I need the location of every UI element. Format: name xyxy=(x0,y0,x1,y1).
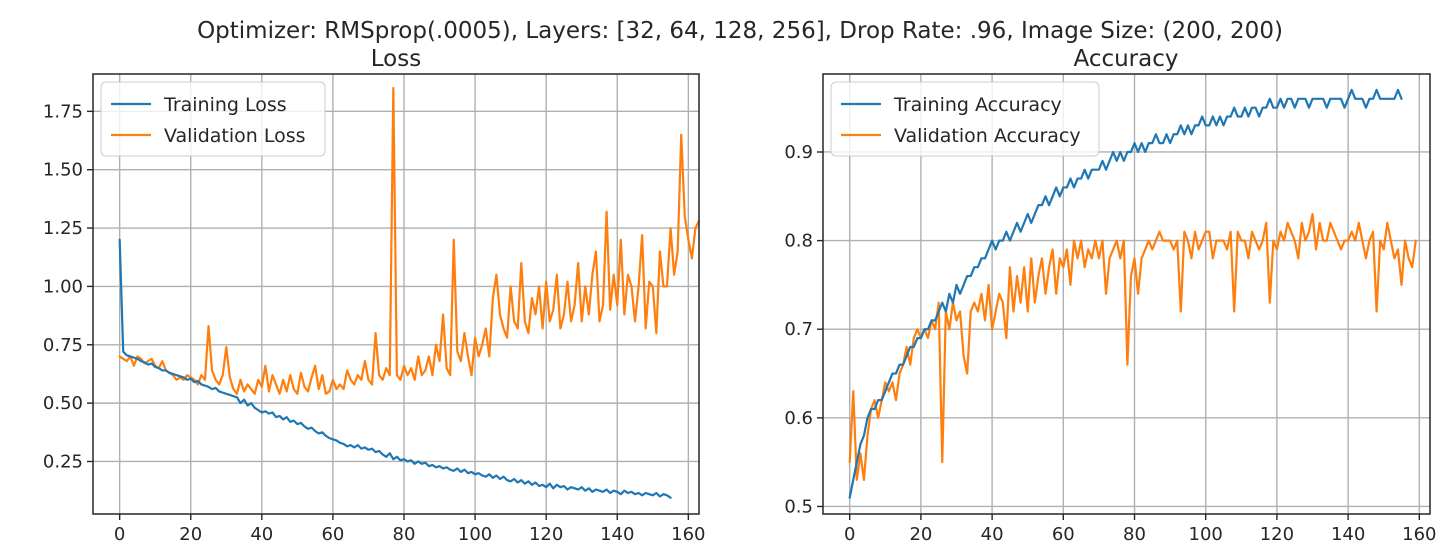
accuracy-training-line xyxy=(848,88,1403,499)
loss-x-tick-label: 120 xyxy=(529,524,563,545)
loss-validation-line xyxy=(118,86,701,395)
accuracy-x-tick-label: 140 xyxy=(1331,524,1365,545)
loss-y-tick-label: 1.50 xyxy=(43,160,83,181)
loss-legend: Training Loss Validation Loss xyxy=(100,81,326,157)
accuracy-series-group xyxy=(848,88,1417,499)
loss-y-tick-label: 0.75 xyxy=(43,335,83,356)
loss-series-group xyxy=(118,86,701,499)
accuracy-legend-box xyxy=(830,81,1100,157)
accuracy-legend-validation-label: Validation Accuracy xyxy=(894,125,1081,147)
loss-legend-validation-label: Validation Loss xyxy=(164,125,306,147)
accuracy-legend-training-label: Training Accuracy xyxy=(893,94,1062,116)
loss-x-tick-label: 0 xyxy=(114,524,125,545)
loss-y-tick-label: 1.00 xyxy=(43,276,83,297)
loss-plot-frame xyxy=(92,73,700,515)
accuracy-x-tick-label: 40 xyxy=(981,524,1004,545)
accuracy-validation-line xyxy=(848,212,1417,481)
loss-x-tick-label: 60 xyxy=(321,524,344,545)
figure-suptitle: Optimizer: RMSprop(.0005), Layers: [32, … xyxy=(197,18,1283,44)
accuracy-y-tick-label: 0.8 xyxy=(784,231,813,252)
accuracy-y-tick-label: 0.6 xyxy=(784,408,813,429)
loss-x-tick-label: 40 xyxy=(250,524,273,545)
accuracy-legend: Training Accuracy Validation Accuracy xyxy=(830,81,1100,157)
accuracy-x-tick-label: 80 xyxy=(1123,524,1146,545)
loss-ticks: 0 20 40 60 80 100 120 140 160 0.25 0.50 0.75 1.00 1.2… xyxy=(43,101,706,545)
loss-y-tick-label: 0.25 xyxy=(43,451,83,472)
accuracy-y-tick-label: 0.9 xyxy=(784,142,813,163)
accuracy-ticks: 0 20 40 60 80 100 120 140 160 0.5 0.6 0.7 0.8 0.9 xyxy=(784,142,1436,545)
accuracy-x-tick-label: 20 xyxy=(909,524,932,545)
loss-y-tick-label: 0.50 xyxy=(43,393,83,414)
accuracy-y-tick-label: 0.7 xyxy=(784,319,813,340)
accuracy-plot-frame xyxy=(822,73,1431,515)
accuracy-x-tick-label: 0 xyxy=(844,524,855,545)
accuracy-x-tick-label: 100 xyxy=(1189,524,1223,545)
accuracy-x-tick-label: 120 xyxy=(1260,524,1294,545)
loss-legend-training-label: Training Loss xyxy=(163,94,287,116)
loss-x-tick-label: 100 xyxy=(458,524,492,545)
accuracy-x-tick-label: 160 xyxy=(1402,524,1436,545)
accuracy-x-tick-label: 60 xyxy=(1052,524,1075,545)
loss-training-line xyxy=(118,238,672,499)
loss-legend-box xyxy=(100,81,326,157)
loss-chart-title: Loss xyxy=(371,46,421,72)
loss-x-tick-label: 80 xyxy=(393,524,416,545)
accuracy-y-tick-label: 0.5 xyxy=(784,496,813,517)
loss-x-tick-label: 20 xyxy=(179,524,202,545)
accuracy-chart-title: Accuracy xyxy=(1073,46,1178,72)
loss-x-tick-label: 140 xyxy=(600,524,634,545)
loss-y-tick-label: 1.75 xyxy=(43,101,83,122)
loss-x-tick-label: 160 xyxy=(671,524,705,545)
loss-y-tick-label: 1.25 xyxy=(43,218,83,239)
